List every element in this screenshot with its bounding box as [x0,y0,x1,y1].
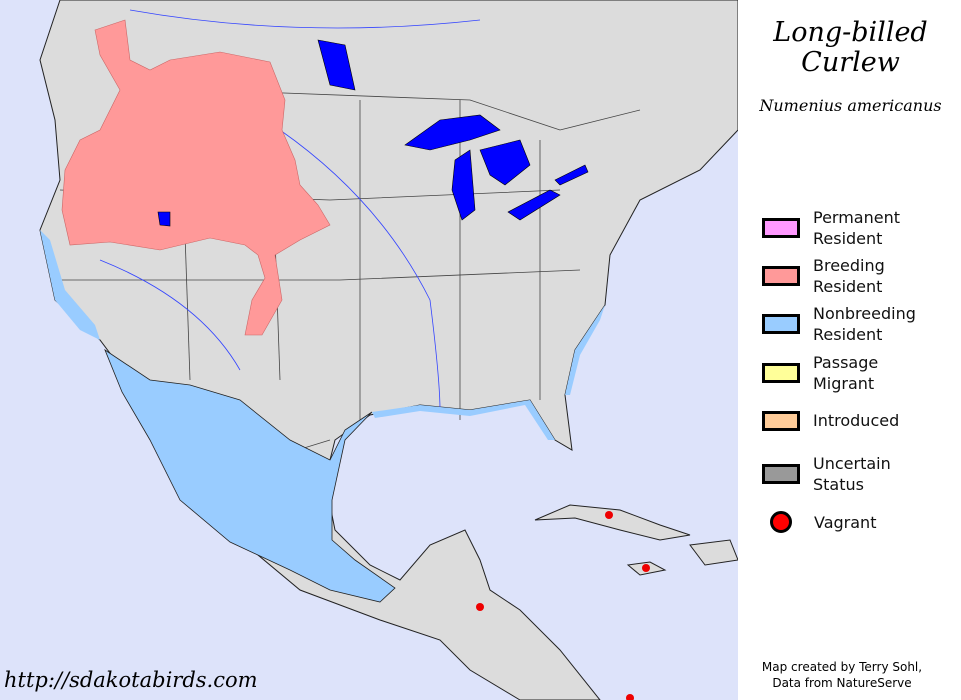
title-line-1: Long-billed [773,17,928,48]
vagrant-dot-belize [476,603,484,611]
nonbreeding-atlantic-coast [565,305,605,395]
legend-label: Nonbreeding Resident [813,304,916,344]
land-cuba [534,504,691,541]
legend-swatch [762,218,800,238]
nonbreeding-gulf-coast [372,400,555,440]
rivers [99,9,481,411]
vagrant-dot-south [626,694,634,700]
scientific-name: Numenius americanus [759,96,942,115]
land-hispaniola [689,539,738,566]
nonbreeding-california [40,230,100,340]
source-url: http://sdakotabirds.com [4,668,258,692]
vagrant-dot-icon [770,511,792,533]
legend-permanent-resident: Permanent Resident [762,207,943,249]
legend-label: Vagrant [814,512,877,532]
breeding-range [61,19,331,336]
legend-passage-migrant: Passage Migrant [762,352,943,394]
legend-swatch [762,266,800,286]
legend-swatch [762,314,800,334]
legend-label: Passage Migrant [813,353,879,393]
legend-label: Uncertain Status [813,454,891,494]
legend-label: Breeding Resident [813,256,885,296]
legend-nonbreeding-resident: Nonbreeding Resident [762,303,943,345]
legend-label: Permanent Resident [813,208,901,248]
map-credit: Map created by Terry Sohl, Data from Natu… [761,660,923,690]
legend-vagrant: Vagrant [762,511,944,533]
legend-swatch [762,410,800,431]
legend-swatch [762,464,800,484]
great-lakes [157,39,589,227]
nonbreeding-mexico [104,348,396,603]
legend-introduced: Introduced [762,410,943,431]
vagrant-dot-cuba [605,511,613,519]
vagrant-records [476,511,650,700]
map-title: Long-billed Curlew [740,18,961,78]
title-line-2: Curlew [801,47,900,78]
legend-uncertain-status: Uncertain Status [762,453,943,495]
legend-swatch [762,363,800,383]
vagrant-dot-jamaica [642,564,650,572]
range-map [0,0,738,700]
legend-breeding-resident: Breeding Resident [762,255,943,297]
legend-label: Introduced [813,411,900,430]
